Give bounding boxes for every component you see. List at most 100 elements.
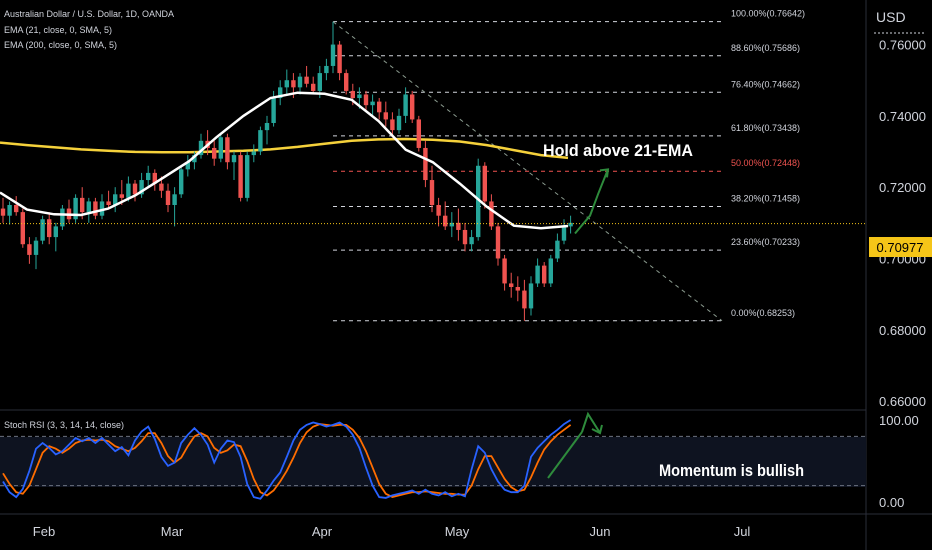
time-tick-label: May	[445, 524, 470, 539]
candle-body	[429, 180, 435, 205]
stoch-arrow-up	[547, 431, 583, 479]
candle-body	[27, 244, 32, 255]
ema21-legend: EMA (21, close, 0, SMA, 5)	[4, 25, 112, 35]
candle-body	[528, 283, 534, 309]
candle-body	[390, 119, 395, 131]
current-price-text: 0.70977	[877, 240, 924, 255]
candle-body	[509, 283, 514, 287]
candle-body	[258, 130, 263, 152]
candle-body	[86, 201, 91, 213]
candle-body	[132, 183, 138, 195]
currency-label: USD	[876, 9, 906, 25]
candle-body	[198, 140, 204, 156]
candle-body	[462, 229, 468, 245]
candle-body	[449, 222, 454, 227]
stoch-projection-arrow	[547, 411, 603, 479]
candle-body	[126, 183, 131, 198]
candle-body	[271, 98, 276, 123]
projection-arrow	[574, 168, 610, 235]
candle-body	[218, 137, 223, 159]
ema200-line	[0, 137, 569, 160]
candle-body	[113, 194, 118, 205]
candle-body	[47, 219, 52, 238]
candle-body	[0, 208, 6, 216]
candle-body	[264, 123, 270, 131]
price-tick-label: 0.74000	[879, 109, 926, 124]
fibonacci-levels: 100.00%(0.76642) 88.60%(0.75686) 76.40%(0.…	[333, 9, 805, 322]
candle-body	[403, 94, 408, 116]
candle-body	[383, 112, 388, 120]
projection-arrowhead	[599, 168, 610, 178]
fib-label: 76.40%(0.74662)	[731, 79, 800, 89]
candle-body	[324, 65, 329, 74]
stoch-k-line	[2, 419, 572, 500]
ema21-line	[0, 91, 569, 230]
candle-body	[93, 201, 98, 216]
candle-body	[568, 222, 573, 227]
candle-body	[370, 101, 375, 106]
candle-body	[238, 155, 243, 198]
candle-body	[489, 201, 494, 227]
candle-body	[469, 237, 474, 245]
fib-label: 61.80%(0.73438)	[731, 123, 800, 133]
time-tick-label: Mar	[161, 524, 184, 539]
symbol-title: Australian Dollar / U.S. Dollar, 1D, OAN…	[4, 9, 174, 19]
candle-body	[278, 87, 283, 99]
candle-body	[159, 183, 164, 191]
candle-body	[251, 151, 256, 156]
candle-body	[522, 290, 527, 309]
candle-body	[225, 137, 230, 163]
fib-label: 100.00%(0.76642)	[731, 9, 805, 19]
candle-body	[53, 226, 58, 238]
annotation-momentum-bullish: Momentum is bullish	[659, 461, 804, 480]
projection-path	[574, 168, 609, 235]
fib-label: 38.20%(0.71458)	[731, 193, 800, 203]
candle-body	[291, 80, 296, 88]
candle-body	[515, 287, 520, 291]
candle-body	[311, 83, 316, 91]
candle-body	[344, 73, 349, 91]
candle-body	[231, 155, 237, 163]
candle-body	[20, 212, 25, 245]
annotation-hold-above-ema: Hold above 21-EMA	[543, 141, 693, 160]
candle-body	[542, 265, 547, 284]
stoch-axis: 100.00 0.00	[879, 413, 919, 510]
candle-body	[139, 180, 144, 195]
fib-label: 88.60%(0.75686)	[731, 43, 800, 53]
time-axis: Feb Mar Apr May Jun Jul	[33, 524, 751, 539]
price-tick-label: 0.66000	[879, 394, 926, 409]
candle-body	[495, 226, 501, 259]
time-tick-label: Feb	[33, 524, 55, 539]
candle-body	[350, 90, 355, 99]
candle-body	[548, 258, 553, 284]
candle-body	[330, 44, 336, 66]
candle-body	[482, 165, 487, 202]
candle-body	[396, 115, 402, 131]
candle-body	[152, 172, 157, 184]
fib-label: 0.00%(0.68253)	[731, 308, 795, 318]
candle-body	[555, 240, 560, 259]
candle-body	[14, 205, 19, 213]
candle-body	[172, 194, 177, 205]
candle-body	[60, 208, 65, 227]
candle-body	[284, 80, 289, 88]
time-tick-label: Apr	[312, 524, 333, 539]
candle-body	[357, 94, 362, 99]
candle-body	[535, 265, 540, 284]
stoch-tick-label: 0.00	[879, 495, 904, 510]
candle-body	[476, 165, 481, 238]
candle-body	[7, 205, 12, 216]
fib-label: 50.00%(0.72448)	[731, 158, 800, 168]
candle-body	[179, 169, 184, 195]
candle-body	[73, 197, 78, 220]
price-tick-label: 0.68000	[879, 323, 926, 338]
candle-body	[40, 219, 45, 241]
stoch-arrow-peak	[581, 411, 601, 434]
candle-body	[185, 162, 190, 170]
current-price-tag	[869, 237, 932, 257]
candle-body	[192, 155, 197, 163]
price-tick-label: 0.72000	[879, 180, 926, 195]
candle-body	[80, 197, 85, 213]
ema200-legend: EMA (200, close, 0, SMA, 5)	[4, 40, 117, 50]
candle-body	[304, 76, 309, 84]
